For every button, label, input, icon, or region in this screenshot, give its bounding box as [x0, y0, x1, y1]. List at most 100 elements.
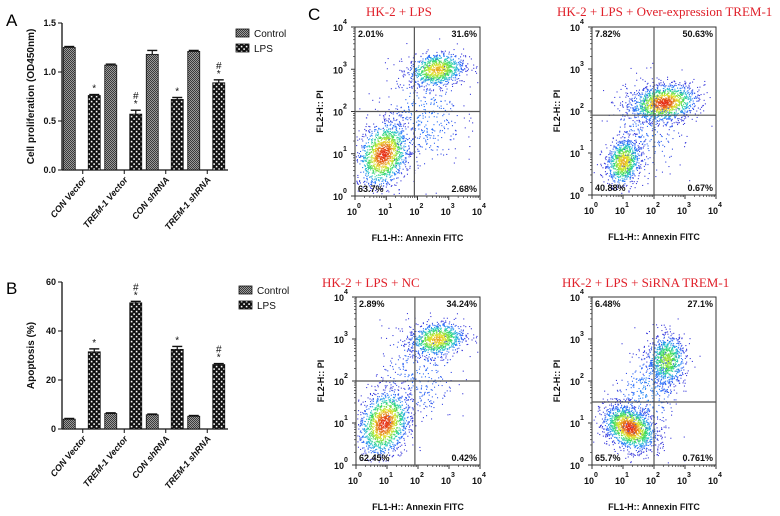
scatter-point [436, 70, 438, 72]
scatter-point [688, 91, 690, 93]
scatter-point [356, 145, 358, 147]
scatter-point [412, 63, 414, 65]
scatter-point [641, 160, 643, 162]
scatter-point [639, 111, 641, 113]
scatter-point [424, 78, 426, 80]
scatter-point [392, 131, 394, 133]
scatter-point [668, 103, 670, 105]
scatter-point [633, 170, 635, 172]
scatter-point [397, 143, 399, 145]
scatter-point [612, 168, 614, 170]
scatter-point [647, 116, 649, 118]
scatter-point [417, 124, 419, 126]
bar-control [145, 53, 159, 171]
scatter-point [420, 100, 422, 102]
scatter-point [425, 79, 427, 81]
scatter-point [383, 156, 385, 158]
scatter-point [392, 127, 394, 129]
scatter-point [435, 64, 437, 66]
scatter-point [398, 146, 400, 148]
scatter-point [401, 154, 403, 156]
scatter-point [437, 67, 439, 69]
scatter-point [450, 108, 452, 110]
scatter-point [444, 77, 446, 79]
scatter-point [409, 81, 411, 83]
scatter-point [676, 113, 678, 115]
scatter-point [362, 167, 364, 169]
scatter-point [458, 78, 460, 80]
scatter-point [401, 141, 403, 143]
scatter-point [375, 182, 377, 184]
scatter-point [382, 159, 384, 161]
scatter-point [381, 161, 383, 163]
scatter-point [686, 107, 688, 109]
scatter-point [615, 156, 617, 158]
scatter-point [408, 137, 410, 139]
scatter-point [656, 106, 658, 108]
scatter-point [381, 171, 383, 173]
scatter-point [444, 128, 446, 130]
scatter-point [677, 93, 679, 95]
scatter-point [426, 135, 428, 137]
scatter-point [398, 162, 400, 164]
scatter-point [437, 139, 439, 141]
scatter-point [433, 104, 435, 106]
scatter-point [686, 94, 688, 96]
scatter-point [622, 166, 624, 168]
scatter-point [431, 60, 433, 62]
scatter-point [402, 155, 404, 157]
scatter-point [383, 159, 385, 161]
scatter-point [425, 73, 427, 75]
scatter-point [618, 160, 620, 162]
scatter-point [436, 65, 438, 67]
scatter-point [374, 139, 376, 141]
scatter-point [439, 38, 441, 40]
scatter-point [642, 102, 644, 104]
scatter-point [667, 104, 669, 106]
scatter-point [399, 156, 401, 158]
scatter-point [659, 108, 661, 110]
scatter-point [612, 155, 614, 157]
scatter-point [676, 103, 678, 105]
scatter-point [435, 82, 437, 84]
scatter-point [658, 111, 660, 113]
scatter-point [619, 152, 621, 154]
scatter-point [630, 92, 632, 94]
scatter-point [389, 173, 391, 175]
scatter-point [657, 98, 659, 100]
scatter-point [446, 70, 448, 72]
scatter-point [427, 138, 429, 140]
scatter-point [408, 108, 410, 110]
scatter-point [393, 131, 395, 133]
scatter-point [680, 89, 682, 91]
scatter-point [434, 71, 436, 73]
scatter-point [399, 131, 401, 133]
scatter-point [660, 112, 662, 114]
scatter-point [617, 169, 619, 171]
scatter-point [616, 167, 618, 169]
scatter-point [623, 157, 625, 159]
scatter-point [616, 154, 618, 156]
scatter-point [456, 78, 458, 80]
scatter-point [698, 98, 700, 100]
scatter-point [678, 89, 680, 91]
scatter-point [634, 157, 636, 159]
scatter-point [617, 172, 619, 174]
scatter-point [434, 130, 436, 132]
scatter-point [394, 139, 396, 141]
scatter-point [677, 100, 679, 102]
scatter-point [437, 57, 439, 59]
scatter-point [386, 144, 388, 146]
scatter-point [629, 149, 631, 151]
scatter-point [395, 162, 397, 164]
scatter-point [442, 63, 444, 65]
scatter-point [384, 131, 386, 133]
scatter-point [663, 104, 665, 106]
scatter-point [380, 137, 382, 139]
scatter-point [675, 91, 677, 93]
scatter-point [445, 71, 447, 73]
scatter-point [616, 155, 618, 157]
scatter-point [396, 132, 398, 134]
scatter-point [612, 157, 614, 159]
scatter-point [606, 156, 608, 158]
